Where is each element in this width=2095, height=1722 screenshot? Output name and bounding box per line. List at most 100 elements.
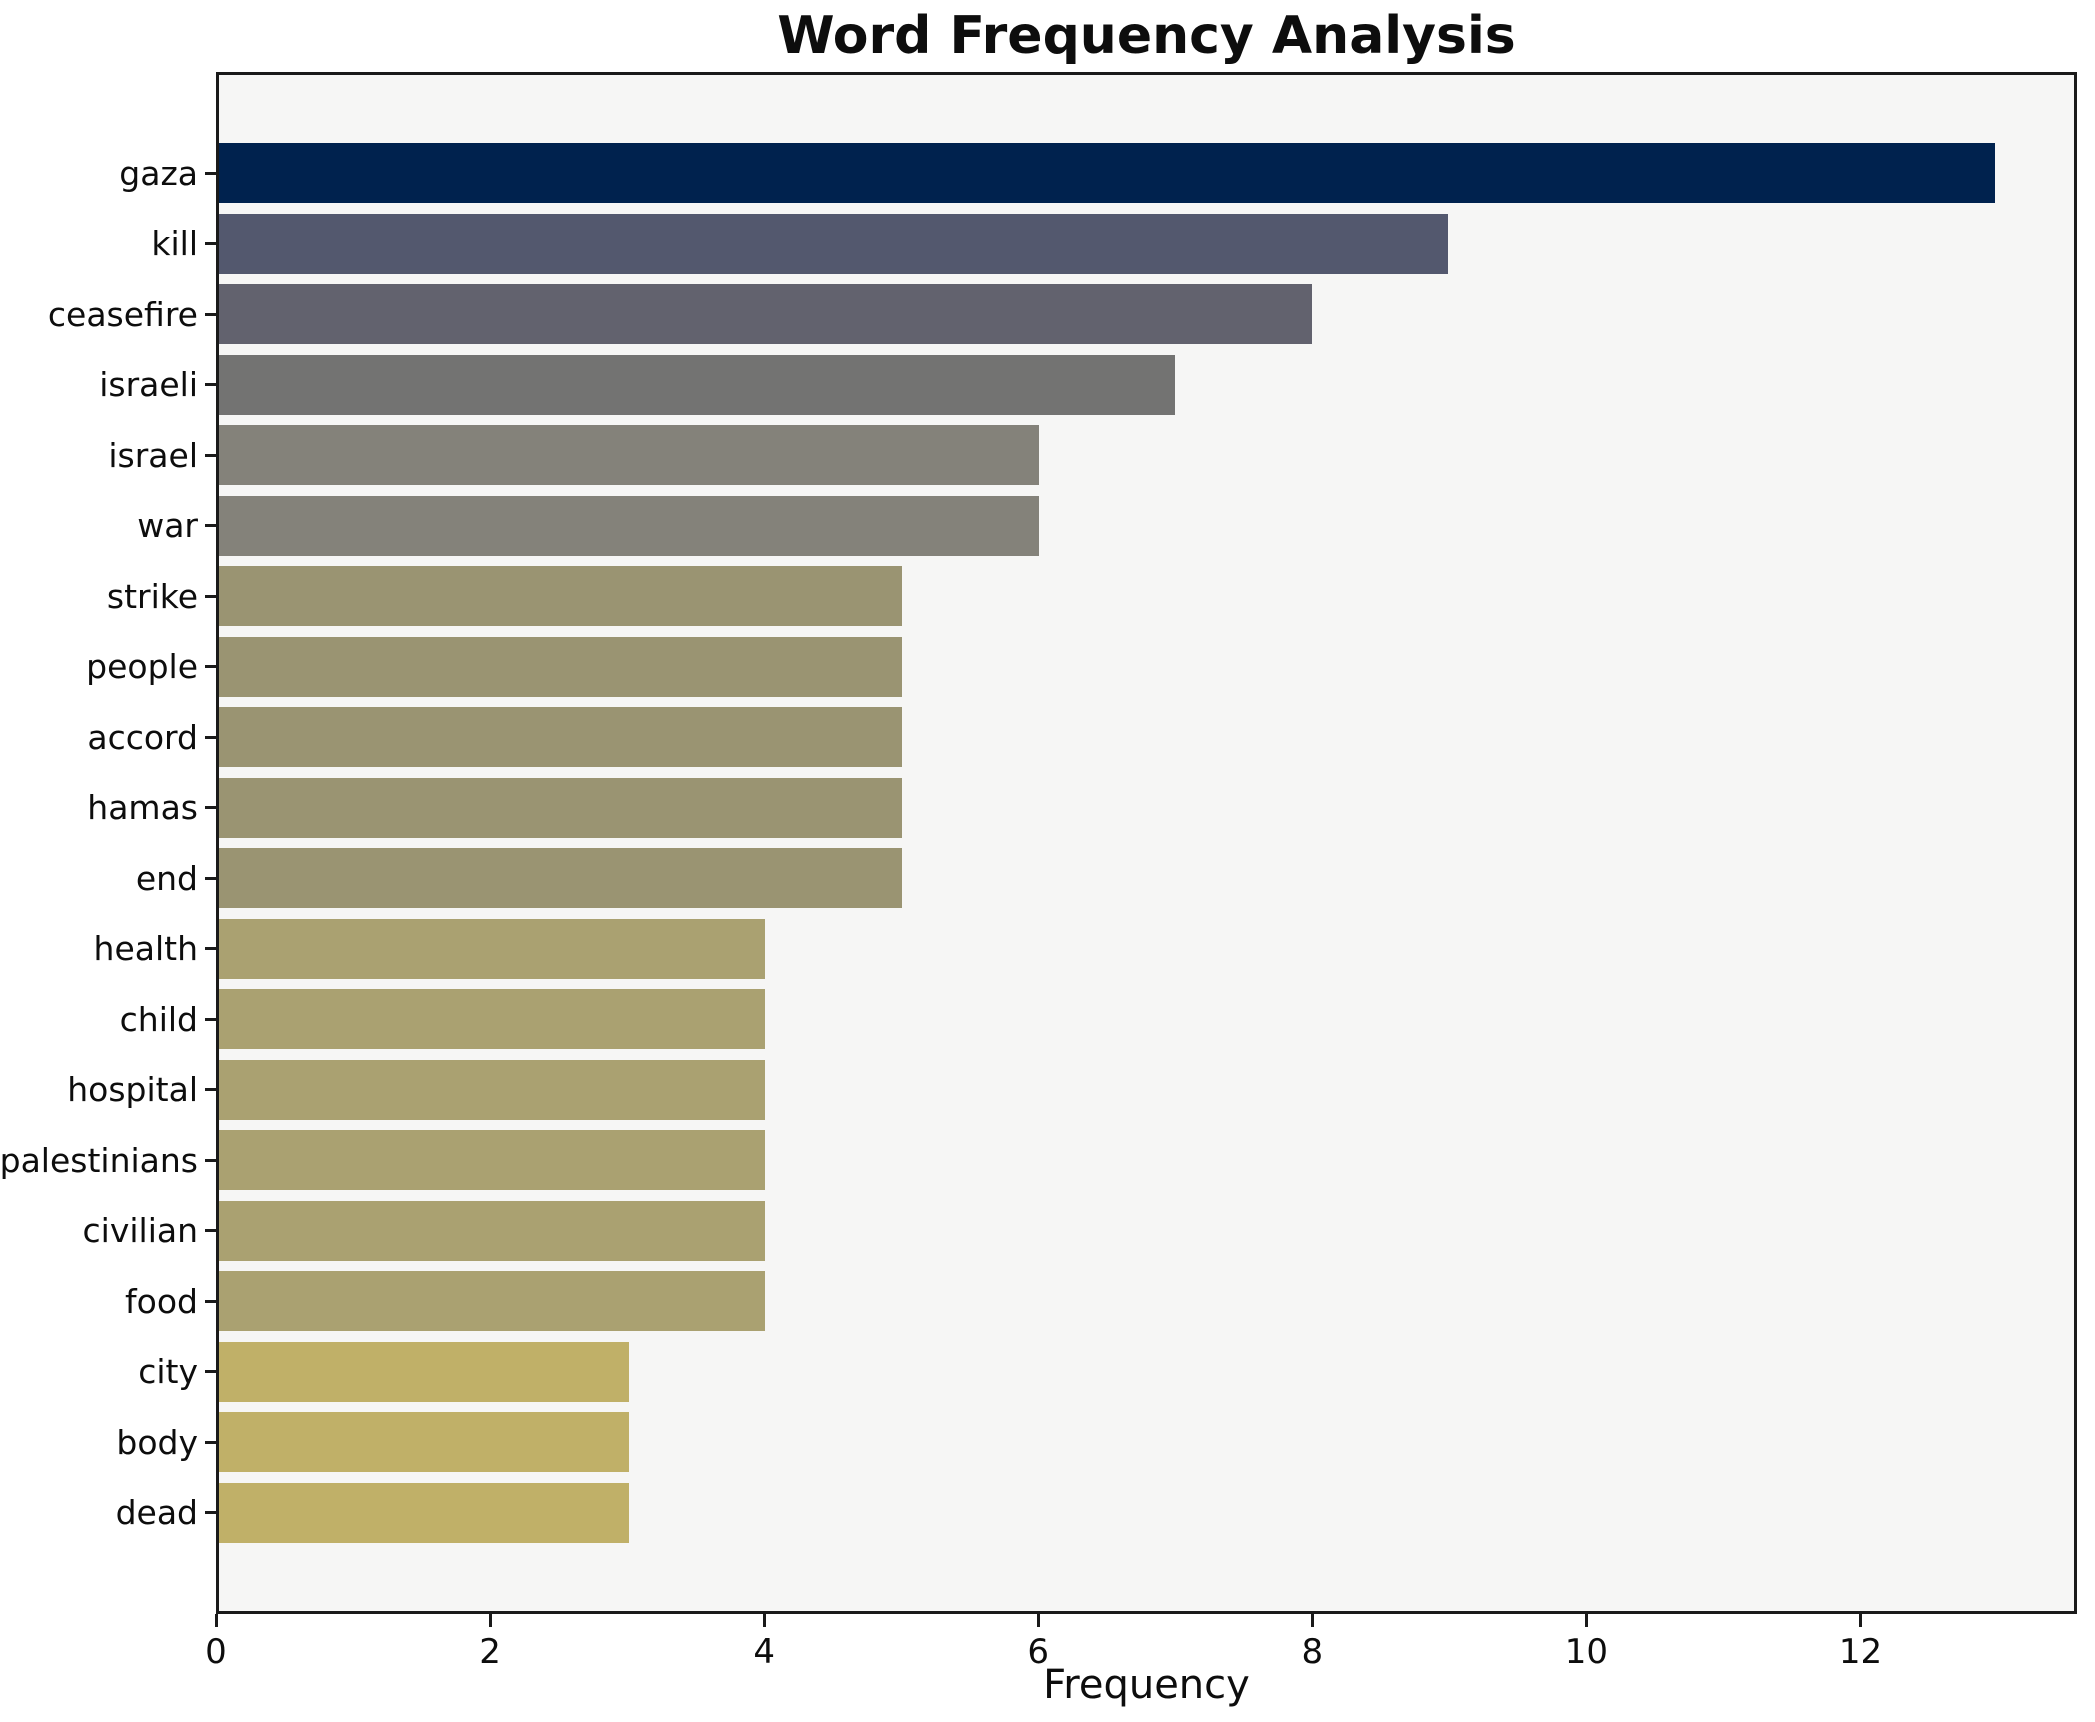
- y-tick-mark: [205, 1511, 216, 1515]
- y-label-row: israeli: [0, 350, 198, 421]
- y-label-row: war: [0, 491, 198, 562]
- plot-area: [216, 72, 2077, 1614]
- y-tick-mark: [205, 383, 216, 387]
- y-label-row: city: [0, 1337, 198, 1408]
- y-label-row: kill: [0, 209, 198, 280]
- y-label-gaza: gaza: [119, 153, 198, 193]
- bar-health: [219, 918, 766, 979]
- y-label-row: ceasefire: [0, 279, 198, 350]
- bar-row: [219, 209, 2074, 280]
- y-label-row: child: [0, 984, 198, 1055]
- bar-row: [219, 561, 2074, 632]
- y-tick-mark: [205, 665, 216, 669]
- x-tick-label-10: 10: [1564, 1632, 1609, 1672]
- bar-row: [219, 702, 2074, 773]
- bar-row: [219, 843, 2074, 914]
- bar-row: [219, 1125, 2074, 1196]
- bar-row: [219, 1337, 2074, 1408]
- y-tick-mark: [205, 1440, 216, 1444]
- y-tick-mark: [205, 171, 216, 175]
- bar-palestinians: [219, 1130, 766, 1191]
- bar-row: [219, 350, 2074, 421]
- bar-row: [219, 1055, 2074, 1126]
- y-tick-mark: [205, 453, 216, 457]
- bar-ceasefire: [219, 284, 1312, 345]
- y-label-row: accord: [0, 702, 198, 773]
- bar-row: [219, 279, 2074, 350]
- y-label-food: food: [125, 1281, 198, 1321]
- y-label-row: end: [0, 843, 198, 914]
- x-tick-mark: [1584, 1614, 1588, 1627]
- y-tick-mark: [205, 524, 216, 528]
- y-label-israel: israel: [108, 435, 198, 475]
- y-label-accord: accord: [87, 717, 198, 757]
- x-tick-mark: [214, 1614, 218, 1627]
- x-axis-title: Frequency: [1043, 1662, 1250, 1708]
- bar-row: [219, 1407, 2074, 1478]
- x-tick-mark: [488, 1614, 492, 1627]
- bar-end: [219, 848, 902, 909]
- bar-row: [219, 1478, 2074, 1549]
- y-label-row: israel: [0, 420, 198, 491]
- y-label-row: food: [0, 1266, 198, 1337]
- y-label-kill: kill: [151, 224, 198, 264]
- y-label-people: people: [86, 647, 198, 687]
- x-axis: 0 2 4 6 8 10 12: [205, 1614, 2077, 1714]
- y-tick-mark: [205, 1299, 216, 1303]
- y-label-row: strike: [0, 561, 198, 632]
- y-tick-mark: [205, 242, 216, 246]
- bar-kill: [219, 213, 1449, 274]
- bar-row: [219, 491, 2074, 562]
- y-label-row: dead: [0, 1478, 198, 1549]
- bar-israeli: [219, 354, 1176, 415]
- y-label-civilian: civilian: [82, 1211, 198, 1251]
- bar-city: [219, 1341, 629, 1402]
- y-axis-labels: gaza kill ceasefire israeli israel war strike p…: [0, 138, 198, 1548]
- bar-israel: [219, 425, 1039, 486]
- y-label-palestinians: palestinians: [0, 1140, 198, 1180]
- bar-row: [219, 138, 2074, 209]
- y-label-row: people: [0, 632, 198, 703]
- bar-war: [219, 495, 1039, 556]
- y-label-hamas: hamas: [87, 788, 198, 828]
- y-label-child: child: [119, 999, 198, 1039]
- x-tick-label-6: 6: [1027, 1632, 1050, 1672]
- y-tick-mark: [205, 1370, 216, 1374]
- x-tick-label-4: 4: [753, 1632, 775, 1672]
- y-label-row: hospital: [0, 1055, 198, 1126]
- x-tick-mark: [1036, 1614, 1040, 1627]
- x-tick-mark: [1858, 1614, 1862, 1627]
- bar-hamas: [219, 777, 902, 838]
- y-tick-mark: [205, 1158, 216, 1162]
- bar-dead: [219, 1482, 629, 1543]
- bar-row: [219, 914, 2074, 985]
- y-label-strike: strike: [106, 576, 198, 616]
- x-tick-label-8: 8: [1301, 1632, 1324, 1672]
- x-tick-label-2: 2: [479, 1632, 501, 1672]
- bar-people: [219, 636, 902, 697]
- y-label-row: hamas: [0, 773, 198, 844]
- y-label-row: health: [0, 914, 198, 985]
- bar-row: [219, 632, 2074, 703]
- bar-gaza: [219, 143, 1995, 204]
- bar-civilian: [219, 1200, 766, 1261]
- bar-body: [219, 1412, 629, 1473]
- bar-accord: [219, 707, 902, 768]
- y-label-city: city: [138, 1352, 198, 1392]
- bar-food: [219, 1271, 766, 1332]
- bar-row: [219, 773, 2074, 844]
- bar-row: [219, 984, 2074, 1055]
- bar-hospital: [219, 1059, 766, 1120]
- y-tick-mark: [205, 876, 216, 880]
- x-tick-mark: [762, 1614, 766, 1627]
- y-label-ceasefire: ceasefire: [47, 294, 198, 334]
- y-label-war: war: [137, 506, 198, 546]
- y-tick-mark: [205, 1088, 216, 1092]
- bar-row: [219, 420, 2074, 491]
- y-label-dead: dead: [115, 1493, 198, 1533]
- y-label-row: civilian: [0, 1196, 198, 1267]
- y-label-row: body: [0, 1407, 198, 1478]
- y-label-hospital: hospital: [67, 1070, 198, 1110]
- y-tick-mark: [205, 594, 216, 598]
